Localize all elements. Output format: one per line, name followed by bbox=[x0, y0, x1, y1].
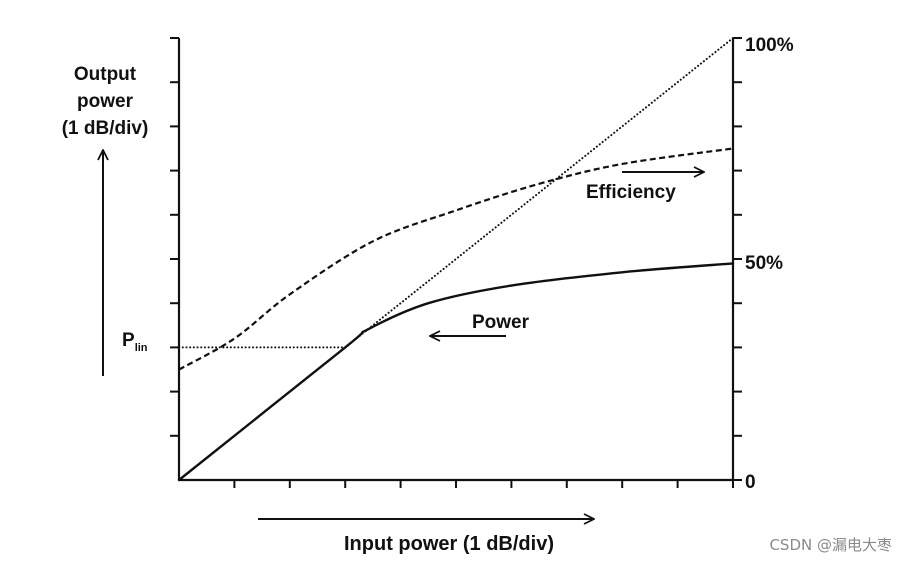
ylabel-line-3: (1 dB/div) bbox=[62, 118, 149, 139]
watermark: CSDN @漏电大枣 bbox=[769, 536, 892, 554]
ylabel-line-2: power bbox=[77, 91, 134, 112]
series-power bbox=[177, 262, 735, 482]
series-layer bbox=[177, 37, 735, 482]
axes bbox=[170, 37, 742, 488]
plin-label: Plin bbox=[122, 330, 148, 354]
series-linear-extrapolation bbox=[344, 37, 734, 349]
plin-label-sub: lin bbox=[135, 342, 148, 354]
axis-ticks bbox=[170, 37, 742, 488]
series-efficiency bbox=[178, 147, 734, 371]
ylabel-line-1: Output bbox=[74, 64, 137, 85]
power-annotation-label: Power bbox=[472, 312, 530, 333]
y2-tick-label-0: 0 bbox=[745, 472, 756, 493]
y2-tick-label-50: 50% bbox=[745, 253, 783, 274]
plin-label-main: P bbox=[122, 330, 135, 351]
y2-tick-label-100: 100% bbox=[745, 35, 794, 56]
x-axis-label: Input power (1 dB/div) bbox=[344, 533, 554, 555]
efficiency-annotation-label: Efficiency bbox=[586, 182, 676, 203]
